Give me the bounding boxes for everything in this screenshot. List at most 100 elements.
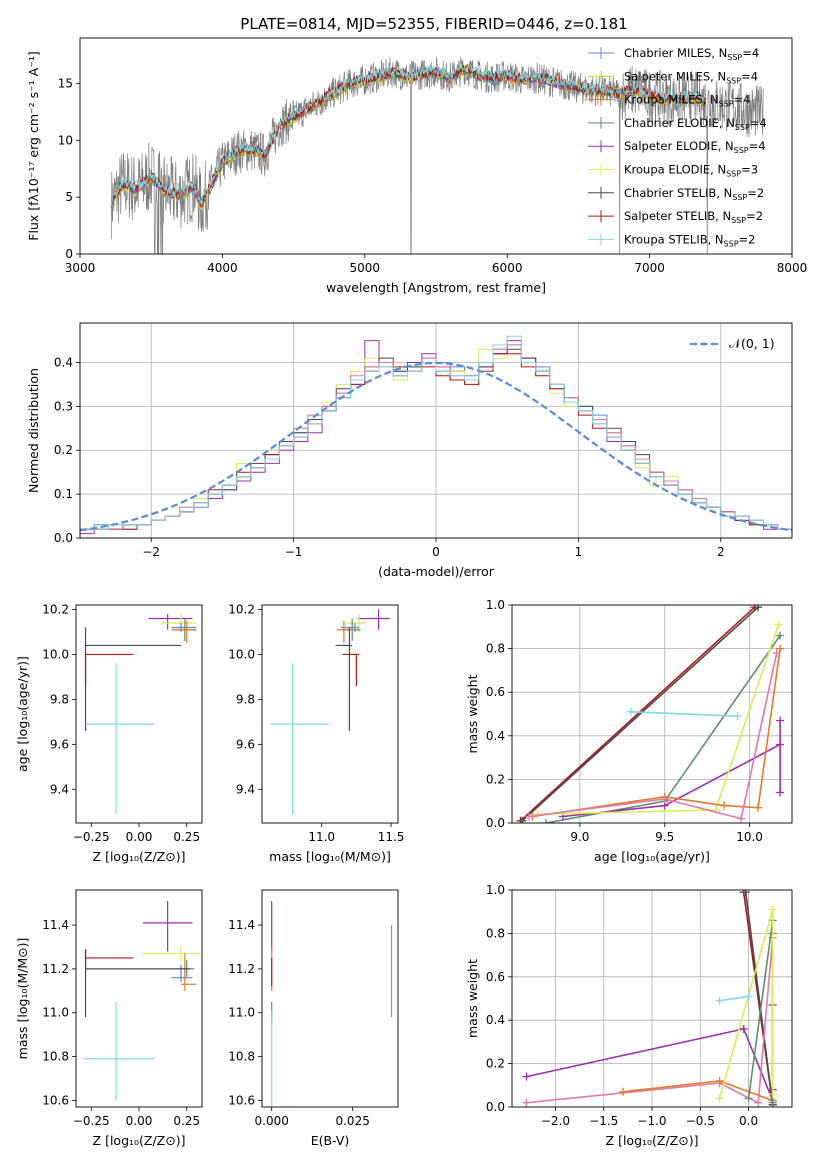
legend-label: Chabrier ELODIE, NSSP=4 [624,116,767,132]
x-tick-label: 7000 [634,261,665,275]
x-tick-label: −0.25 [73,1114,110,1128]
y-tick-label: 0.4 [486,1013,505,1027]
y-tick-label: 9.6 [50,737,69,751]
weight-line [562,720,781,818]
axes-frame [75,889,203,1108]
plot-layer: 3000 4000 5000 6000 7000 8000051015wavelength… [15,37,808,1148]
y-tick-label: 0.8 [486,642,505,656]
axes-frame [79,322,793,539]
y-tick-label: 9.4 [236,782,255,796]
x-axis-label: Z [log₁₀(Z/Z⊙)] [93,849,186,864]
legend-label: Chabrier MILES, NSSP=4 [624,46,759,62]
weight-line [528,652,778,820]
x-tick-label: −1.0 [637,1114,666,1128]
x-tick-label: −1 [285,545,303,559]
x-tick-label: 2 [717,545,725,559]
legend-label: Salpeter MILES, NSSP=4 [624,69,758,85]
y-tick-label: 9.8 [50,692,69,706]
y-tick-label: 11.4 [42,918,69,932]
x-axis-label: age [log₁₀(age/yr)] [594,849,710,864]
x-tick-label: −2 [142,545,160,559]
weight-line [718,909,774,1099]
plot-area-residuals [80,335,792,535]
legend-label: Kroupa MILES, NSSP=4 [624,93,750,109]
x-tick-label: 3000 [65,261,96,275]
weight-line [537,624,780,816]
y-tick-label: 0 [65,247,73,261]
y-tick-label: 0.2 [486,772,505,786]
errorbar-point [84,653,134,686]
y-tick-label: 0.6 [486,970,505,984]
axes-frame [261,604,399,824]
errorbar-point [83,1001,155,1101]
x-axis-label: mass [log₁₀(M/M⊙)] [269,849,391,864]
y-tick-label: 11.2 [42,962,69,976]
y-tick-label: 9.6 [236,737,255,751]
y-tick-label: 0.2 [54,443,73,457]
errorbar-point [84,951,191,1018]
errorbar-point [84,627,181,731]
panel-weight_vs_Z: −2.0 −1.5 −1.0 −0.5 0.0 0.0 0.2 0.4 0.6 0.8 1.0 Z [… [465,883,793,1148]
errorbar-point [342,653,360,686]
plot-area-age_vs_Z [84,613,197,815]
errorbar-point [84,949,134,967]
x-tick-label: 11.5 [378,830,405,844]
x-tick-label: 0.00 [126,1114,153,1128]
y-tick-label: 10.6 [228,1093,255,1107]
errorbar-point [171,964,193,983]
y-tick-label: 0.0 [486,816,505,830]
errorbar-point [181,953,197,991]
errorbar-point [345,613,367,632]
x-tick-label: 0.25 [173,1114,200,1128]
y-tick-label: 0.6 [486,685,505,699]
y-tick-label: 11.0 [42,1006,69,1020]
plot-area-spectrum [110,56,764,254]
x-axis-label: Z [log₁₀(Z/Z⊙)] [93,1133,186,1148]
x-tick-label: −0.25 [73,830,110,844]
panel-weight_vs_age: 9.0 9.5 10.0 0.0 0.2 0.4 0.6 0.8 1.0 age [log₁₀(a… [465,598,793,864]
y-tick-label: 0.8 [486,926,505,940]
x-tick-label: 1 [575,545,583,559]
x-tick-label: 0.00 [126,830,153,844]
x-tick-label: 4000 [207,261,238,275]
model-spectrum [110,63,707,206]
weight-line [519,606,756,822]
y-axis-label: mass weight [465,674,480,753]
y-tick-label: 10 [58,133,73,147]
axes-frame [75,604,203,824]
y-tick-label: 10.0 [42,647,69,661]
errorbar-point [142,900,193,952]
errorbar-point [336,620,355,644]
errorbar-point [335,627,353,731]
y-tick-label: 0.3 [54,399,73,413]
y-tick-label: 1.0 [486,883,505,897]
y-axis-label: Normed distribution [26,368,41,493]
y-axis-label: age [log₁₀(age/yr)] [15,656,30,772]
x-axis-label: wavelength [Angstrom, rest frame] [326,280,546,295]
figure-title: PLATE=0814, MJD=52355, FIBERID=0446, z=0… [240,15,627,33]
legend-label: Chabrier STELIB, NSSP=2 [624,186,764,202]
y-tick-label: 10.6 [42,1093,69,1107]
x-tick-label: 0 [432,545,440,559]
y-tick-label: 9.4 [50,782,69,796]
weight-line [521,606,759,822]
y-tick-label: 0.0 [486,1100,505,1114]
panel-spectrum: 3000 4000 5000 6000 7000 8000 0 5 10 15 wavelength… [26,37,808,295]
model-spectrum [110,65,622,208]
axes-frame [261,889,399,1108]
weight-line [744,892,774,1105]
x-tick-label: 8000 [777,261,808,275]
y-axis-label: Flux [fλ10⁻¹⁷ erg cm⁻² s⁻¹ A⁻¹] [26,51,41,240]
weight-line [630,711,738,717]
plot-area-weight_vs_Z [522,890,777,1107]
x-tick-label: −1.5 [589,1114,618,1128]
weight-line [622,933,774,1102]
y-tick-label: 0.1 [54,487,73,501]
errorbar-point [85,663,155,815]
y-axis-label: mass weight [465,959,480,1038]
panel-mass_vs_Z: −0.25 0.00 0.25 10.6 10.8 11.0 11.2 11.4 Z [log₁… [15,889,203,1148]
y-tick-label: 0.0 [54,531,73,545]
legend-label: Kroupa ELODIE, NSSP=3 [624,163,758,179]
panel-age_vs_mass: 11.0 11.5 9.4 9.6 9.8 10.0 10.2 mass [log₁₀(M/M… [228,602,404,864]
